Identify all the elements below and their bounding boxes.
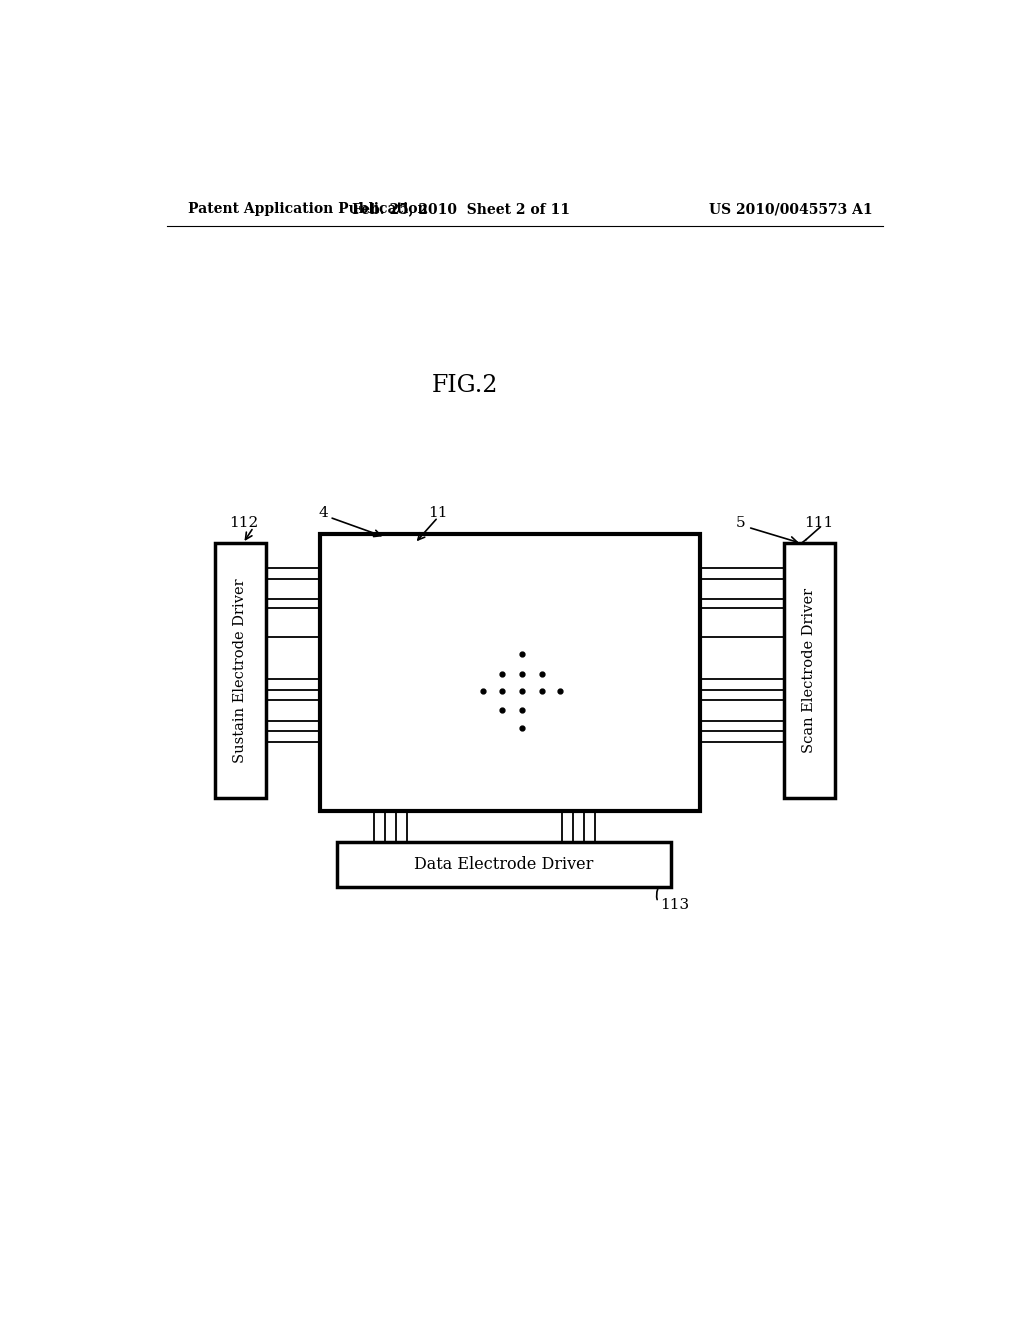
Text: Sustain Electrode Driver: Sustain Electrode Driver — [233, 578, 248, 763]
Text: Feb. 25, 2010  Sheet 2 of 11: Feb. 25, 2010 Sheet 2 of 11 — [352, 202, 570, 216]
Text: FIG.2: FIG.2 — [432, 374, 499, 397]
Text: 111: 111 — [804, 516, 834, 529]
Text: US 2010/0045573 A1: US 2010/0045573 A1 — [710, 202, 872, 216]
Text: Scan Electrode Driver: Scan Electrode Driver — [802, 587, 816, 752]
Text: Data Electrode Driver: Data Electrode Driver — [414, 855, 594, 873]
Text: 4: 4 — [318, 506, 328, 520]
Text: 113: 113 — [659, 899, 689, 912]
Bar — [215, 544, 266, 797]
Bar — [783, 544, 835, 797]
Bar — [337, 842, 671, 887]
Bar — [321, 535, 700, 812]
Text: Patent Application Publication: Patent Application Publication — [188, 202, 428, 216]
Text: 5: 5 — [735, 516, 745, 529]
Text: 11: 11 — [428, 506, 447, 520]
Text: 112: 112 — [228, 516, 258, 529]
